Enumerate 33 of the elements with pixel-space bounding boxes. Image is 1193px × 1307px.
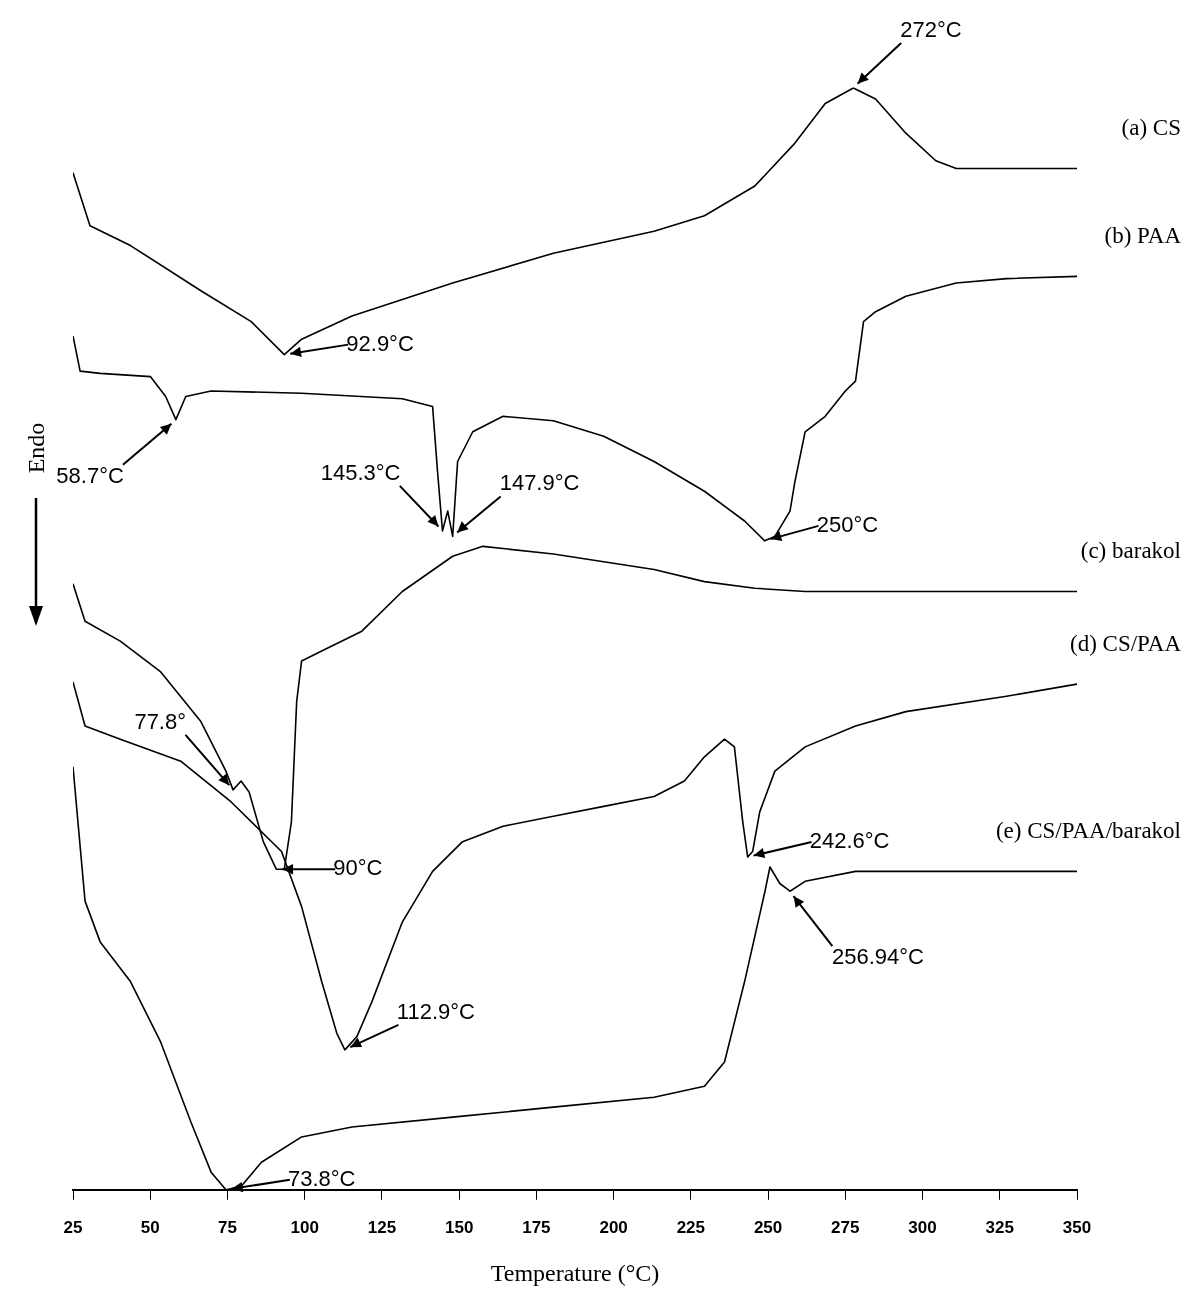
annotation: 250°C [816, 511, 879, 537]
x-tick-label: 175 [522, 1217, 551, 1237]
annotation: 90°C [333, 855, 383, 881]
annotation: 73.8°C [287, 1165, 356, 1191]
x-tick-label: 250 [753, 1217, 783, 1237]
annotation: 92.9°C [346, 330, 414, 356]
x-tick-label: 200 [599, 1217, 628, 1237]
annotation: 58.7°C [56, 462, 124, 488]
series-label: (d) CS/PAA [1070, 630, 1182, 656]
x-tick-label: 75 [218, 1217, 237, 1237]
x-tick-label: 275 [831, 1217, 860, 1237]
x-axis-title: Temperature (°C) [490, 1259, 660, 1286]
annotation: 242.6°C [809, 828, 890, 854]
annotation: 147.9°C [499, 470, 580, 496]
x-tick-label: 325 [985, 1217, 1014, 1237]
series-label: (b) PAA [1104, 222, 1182, 248]
series-label: (e) CS/PAA/barakol [995, 817, 1181, 843]
x-tick-label: 225 [676, 1217, 706, 1237]
annotation: 77.8° [134, 708, 187, 734]
x-tick-label: 300 [908, 1217, 937, 1237]
x-tick-label: 150 [444, 1217, 474, 1237]
annotation: 256.94°C [832, 944, 925, 970]
x-tick-label: 50 [140, 1217, 160, 1237]
x-tick-label: 125 [367, 1217, 397, 1237]
y-axis-title: Endo [23, 422, 50, 474]
annotation: 112.9°C [396, 998, 476, 1024]
series-label: (c) barakol [1080, 538, 1181, 564]
annotation: 145.3°C [320, 459, 401, 485]
x-tick-label: 350 [1062, 1217, 1092, 1237]
annotation: 272°C [900, 17, 962, 43]
x-tick-label: 100 [290, 1217, 319, 1237]
text: (a) CS [1121, 114, 1181, 140]
x-tick-label: 25 [63, 1217, 83, 1237]
